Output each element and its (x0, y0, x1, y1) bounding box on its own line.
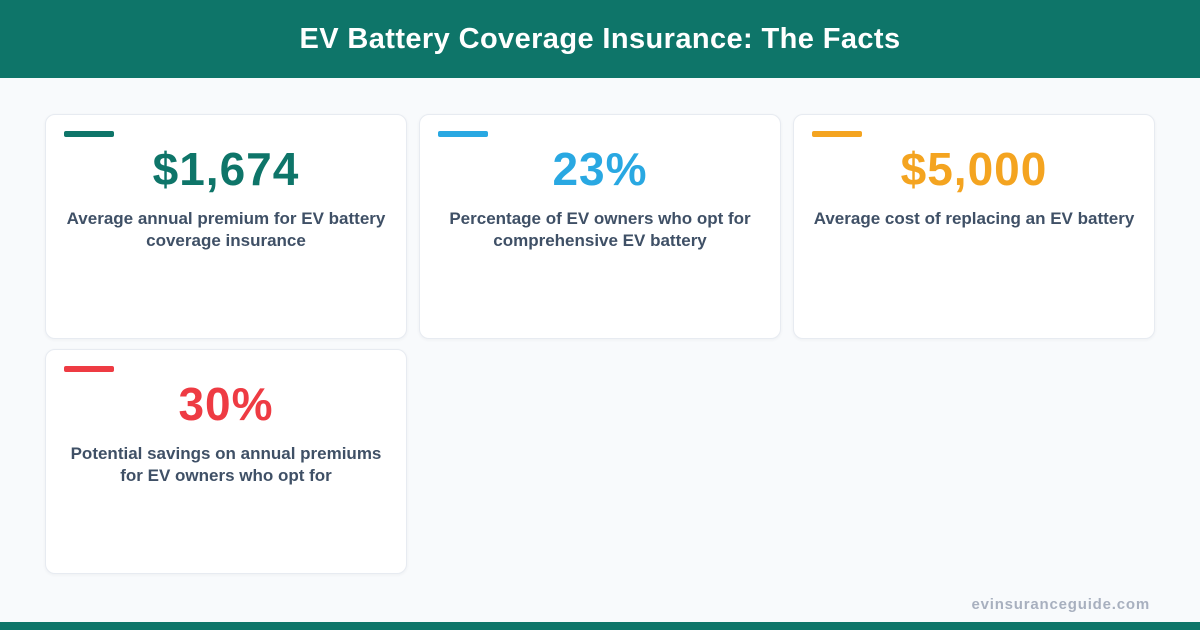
card-accent-bar (812, 131, 862, 137)
stats-grid: $1,674 Average annual premium for EV bat… (45, 114, 1155, 574)
stat-card: 30% Potential savings on annual premiums… (45, 349, 407, 574)
stat-value: $1,674 (152, 143, 300, 195)
stat-card: $1,674 Average annual premium for EV bat… (45, 114, 407, 339)
footer-bar (0, 622, 1200, 630)
stat-label: Potential savings on annual premiums for… (70, 443, 382, 486)
card-accent-bar (64, 131, 114, 137)
stat-value: 30% (178, 378, 274, 430)
stat-label: Average annual premium for EV battery co… (66, 208, 386, 251)
card-accent-bar (438, 131, 488, 137)
stat-card: 23% Percentage of EV owners who opt for … (419, 114, 781, 339)
stat-label: Percentage of EV owners who opt for comp… (449, 208, 751, 251)
header-banner: EV Battery Coverage Insurance: The Facts (0, 0, 1200, 78)
page-title: EV Battery Coverage Insurance: The Facts (299, 22, 901, 55)
stat-value: $5,000 (900, 143, 1048, 195)
stat-label: Average cost of replacing an EV battery (813, 208, 1135, 228)
stat-value: 23% (552, 143, 648, 195)
card-accent-bar (64, 366, 114, 372)
website-watermark: evinsuranceguide.com (971, 596, 1150, 613)
stat-card: $5,000 Average cost of replacing an EV b… (793, 114, 1155, 339)
